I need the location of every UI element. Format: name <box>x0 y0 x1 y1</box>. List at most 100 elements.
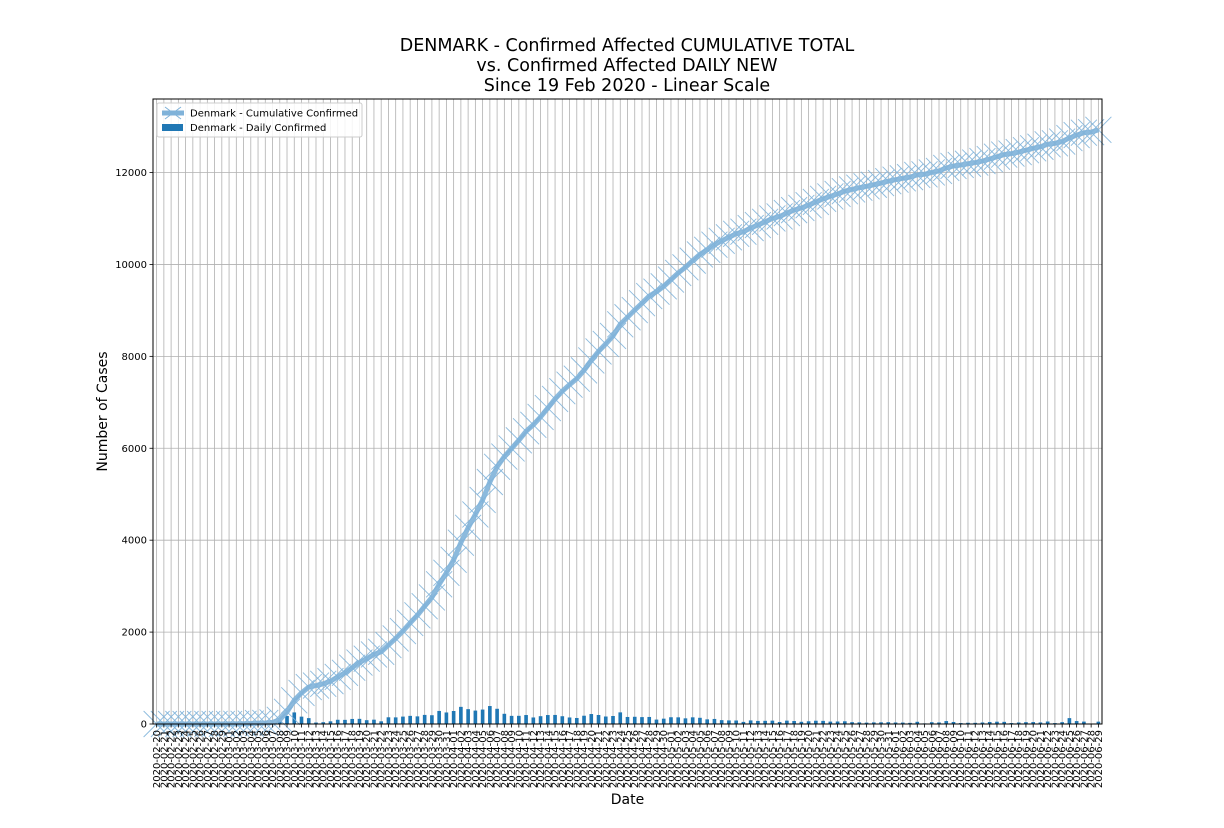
daily-bar <box>966 722 970 724</box>
x-tick-label: 2020-06-10 <box>956 730 967 788</box>
x-tick-label: 2020-04-24 <box>616 730 627 788</box>
chart-title-line-3: Since 19 Feb 2020 - Linear Scale <box>483 76 771 96</box>
y-tick-label: 8000 <box>122 352 147 363</box>
cumulative-point <box>592 330 620 358</box>
x-tick-label: 2020-04-23 <box>609 730 620 788</box>
x-tick-label: 2020-03-28 <box>420 730 431 788</box>
cumulative-point <box>353 645 381 673</box>
x-tick-label: 2020-03-15 <box>326 730 337 788</box>
daily-bar <box>814 720 818 724</box>
x-tick-label: 2020-04-02 <box>456 730 467 788</box>
cumulative-point <box>1056 124 1083 152</box>
cumulative-point <box>795 191 822 219</box>
daily-bar <box>538 716 543 724</box>
x-tick-label: 2020-03-27 <box>413 730 424 788</box>
daily-bar <box>683 718 688 724</box>
x-tick-label: 2020-04-13 <box>536 730 547 788</box>
daily-bar <box>915 721 920 724</box>
daily-bar <box>850 722 854 724</box>
cumulative-point <box>708 227 735 255</box>
x-tick-label: 2020-06-11 <box>963 730 974 788</box>
x-tick-label: 2020-02-26 <box>196 730 207 788</box>
x-tick-label: 2020-03-18 <box>348 730 359 788</box>
x-tick-label: 2020-05-17 <box>782 730 793 788</box>
x-tick-label: 2020-04-26 <box>630 730 641 788</box>
daily-bar <box>379 721 384 724</box>
daily-bar <box>669 717 673 724</box>
cumulative-point <box>346 649 373 676</box>
daily-bar <box>480 709 485 724</box>
x-tick-label: 2020-02-20 <box>152 730 163 788</box>
x-tick-label: 2020-05-23 <box>826 730 837 788</box>
daily-bar <box>1074 721 1079 724</box>
x-tick-label: 2020-04-27 <box>637 730 648 788</box>
daily-bar <box>995 721 999 724</box>
x-tick-label: 2020-06-27 <box>1079 730 1090 788</box>
x-tick-label: 2020-05-26 <box>848 730 859 788</box>
daily-bars <box>205 706 1101 724</box>
daily-bar <box>980 722 985 724</box>
cumulative-point <box>534 394 562 422</box>
cumulative-point <box>577 347 605 374</box>
x-tick-label: 2020-06-15 <box>992 730 1003 788</box>
daily-bar <box>364 720 369 724</box>
daily-bar <box>509 715 514 724</box>
cumulative-point <box>273 698 301 726</box>
daily-bar <box>285 716 289 724</box>
x-tick-label: 2020-05-08 <box>717 730 728 788</box>
daily-bar <box>1082 721 1086 724</box>
x-tick-label: 2020-03-26 <box>406 730 417 788</box>
cumulative-point <box>759 205 786 232</box>
daily-bar <box>676 717 681 724</box>
x-tick-label: 2020-03-06 <box>261 730 272 788</box>
x-tick-label: 2020-04-18 <box>572 730 583 788</box>
x-tick-label: 2020-03-04 <box>246 730 257 788</box>
daily-bar <box>756 720 760 724</box>
x-tick-label: 2020-06-21 <box>1036 730 1047 788</box>
legend-bar-swatch <box>162 124 183 131</box>
cumulative-point <box>505 426 533 454</box>
y-axis-ticks: 0 2000 4000 6000 8000 10000 12000 <box>115 168 153 731</box>
daily-bar <box>1067 718 1072 724</box>
cumulative-point <box>701 231 728 259</box>
cumulative-point <box>737 214 764 242</box>
x-tick-label: 2020-05-30 <box>877 730 888 788</box>
cumulative-point <box>1085 116 1112 144</box>
daily-bar <box>806 721 811 724</box>
daily-bar <box>531 717 536 724</box>
daily-bar <box>611 716 615 724</box>
x-tick-label: 2020-03-21 <box>369 730 380 788</box>
cumulative-point <box>976 145 1004 173</box>
cumulative-point <box>722 220 750 248</box>
cumulative-point <box>744 211 772 239</box>
daily-bar <box>864 722 869 724</box>
daily-bar <box>415 716 420 724</box>
x-tick-label: 2020-05-31 <box>884 730 895 788</box>
x-tick-label: 2020-04-15 <box>551 730 562 788</box>
daily-bar <box>574 717 579 724</box>
daily-bar <box>777 721 782 724</box>
daily-bar <box>857 722 862 724</box>
daily-bar <box>517 715 521 724</box>
legend-line-marker <box>164 106 182 120</box>
cumulative-point <box>1048 128 1076 155</box>
x-tick-label: 2020-02-22 <box>167 730 178 788</box>
cumulative-point <box>1019 134 1047 162</box>
cumulative-point <box>693 236 721 264</box>
cumulative-line-group <box>143 116 1112 738</box>
cumulative-point <box>773 199 801 227</box>
y-tick-label: 0 <box>141 720 147 731</box>
x-tick-label: 2020-03-02 <box>232 730 243 788</box>
x-tick-label: 2020-06-13 <box>978 730 989 788</box>
x-tick-label: 2020-06-19 <box>1021 730 1032 788</box>
cumulative-point <box>527 403 554 431</box>
daily-bar <box>343 719 347 724</box>
x-tick-label: 2020-05-22 <box>819 730 830 788</box>
x-tick-label: 2020-04-19 <box>580 730 591 788</box>
daily-bar <box>843 721 847 724</box>
x-tick-label: 2020-05-14 <box>761 730 772 788</box>
x-tick-label: 2020-05-18 <box>790 730 801 788</box>
x-tick-label: 2020-05-06 <box>703 730 714 788</box>
cumulative-point <box>1012 136 1040 164</box>
cumulative-point <box>831 177 859 205</box>
